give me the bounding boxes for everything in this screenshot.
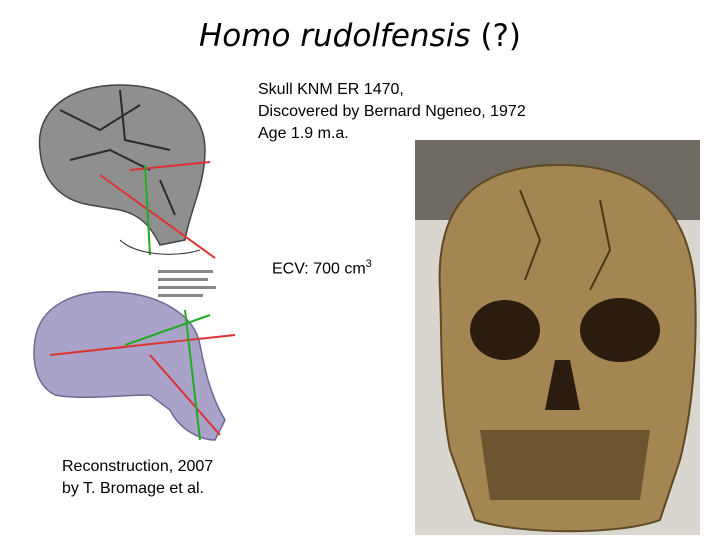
- caption-line: Discovered by Bernard Ngeneo, 1972: [258, 103, 526, 120]
- slide-title: Homo rudolfensis (?): [0, 18, 720, 54]
- ecv-superscript: 3: [365, 258, 372, 270]
- title-italic: Homo rudolfensis: [198, 18, 471, 54]
- title-rest: (?): [480, 18, 521, 54]
- caption-line: Age 1.9 m.a.: [258, 125, 349, 142]
- caption-line: by T. Bromage et al.: [62, 480, 204, 497]
- caption-line: Reconstruction, 2007: [62, 458, 214, 475]
- ecv-text: ECV: 700 cm: [272, 260, 366, 278]
- skull-reconstruction: [33, 270, 236, 441]
- skull-photo: [415, 140, 700, 535]
- ecv: ECV: 700 cm3: [272, 253, 372, 280]
- caption-line: Skull KNM ER 1470,: [258, 81, 404, 98]
- reconstruction-caption: Reconstruction, 2007 by T. Bromage et al…: [62, 456, 213, 500]
- skull-drawing: [38, 84, 216, 259]
- caption: Skull KNM ER 1470, Discovered by Bernard…: [258, 79, 526, 145]
